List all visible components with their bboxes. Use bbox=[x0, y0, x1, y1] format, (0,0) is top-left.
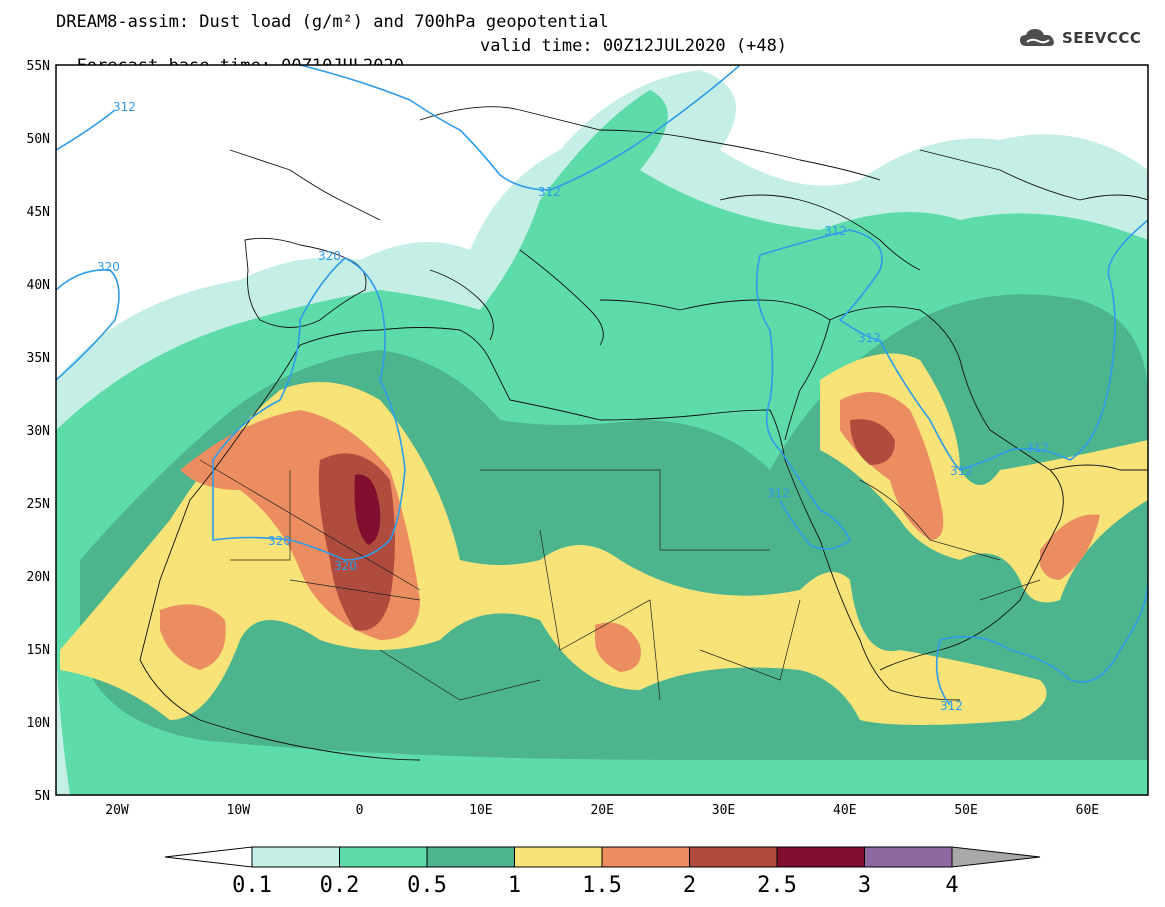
contour-312-arabian-sea bbox=[935, 579, 1148, 706]
longitude-label: 10E bbox=[469, 803, 492, 818]
colorbar-cell bbox=[864, 846, 953, 868]
longitude-label: 10W bbox=[227, 803, 251, 818]
latitude-labels: 55N 50N 45N 40N 35N 30N 25N 20N 15N 10N 5N bbox=[27, 59, 50, 804]
dust-band-1.5-arabia bbox=[1040, 514, 1100, 580]
colorbar-label: 1 bbox=[508, 873, 521, 898]
cloud-icon bbox=[1020, 29, 1054, 46]
colorbar-label: 3 bbox=[858, 873, 871, 898]
contour-320-africa bbox=[212, 257, 406, 561]
longitude-label: 40E bbox=[833, 803, 856, 818]
seevccc-logo: SEEVCCC bbox=[1018, 26, 1141, 50]
longitude-label: 30E bbox=[712, 803, 735, 818]
contour-label: 320 bbox=[334, 559, 357, 573]
contour-label: 312 bbox=[538, 185, 561, 199]
colorbar-cell bbox=[601, 846, 690, 868]
dust-band-1.5-west bbox=[160, 604, 226, 670]
colorbar-cell bbox=[426, 846, 515, 868]
contour-label: 320 bbox=[97, 260, 120, 274]
longitude-label: 20W bbox=[105, 803, 129, 818]
colorbar-label: 4 bbox=[945, 873, 958, 898]
latitude-label: 55N bbox=[27, 59, 50, 74]
latitude-label: 45N bbox=[27, 205, 50, 220]
contour-320-west bbox=[56, 269, 120, 381]
colorbar-cells bbox=[251, 846, 953, 868]
colorbar-cell bbox=[776, 846, 865, 868]
contour-label: 312 bbox=[1026, 441, 1049, 455]
latitude-label: 50N bbox=[27, 132, 50, 147]
contour-312-levant bbox=[755, 229, 883, 550]
colorbar-labels: 0.1 0.2 0.5 1 1.5 2 2.5 3 4 bbox=[232, 873, 959, 898]
contour-label: 320 bbox=[318, 249, 341, 263]
latitude-label: 5N bbox=[34, 789, 50, 804]
contour-label: 312 bbox=[113, 100, 136, 114]
longitude-label: 0 bbox=[356, 803, 364, 818]
colorbar-below-arrow bbox=[164, 846, 253, 868]
colorbar-label: 0.2 bbox=[320, 873, 360, 898]
colorbar-label: 1.5 bbox=[582, 873, 622, 898]
longitude-label: 60E bbox=[1076, 803, 1099, 818]
contour-312-gulf bbox=[879, 219, 1148, 471]
longitude-labels: 20W 10W 0 10E 20E 30E 40E 50E 60E bbox=[105, 803, 1099, 818]
colorbar-cell bbox=[339, 846, 428, 868]
colorbar-label: 0.5 bbox=[407, 873, 447, 898]
latitude-label: 15N bbox=[27, 643, 50, 658]
colorbar-cell bbox=[689, 846, 778, 868]
latitude-label: 20N bbox=[27, 570, 50, 585]
colorbar-cell bbox=[514, 846, 603, 868]
latitude-label: 40N bbox=[27, 278, 50, 293]
longitude-label: 50E bbox=[954, 803, 977, 818]
valid-time: valid time: 00Z12JUL2020 (+48) bbox=[480, 36, 788, 56]
coastlines bbox=[139, 106, 1148, 761]
map-title: DREAM8-assim: Dust load (g/m²) and 700hP… bbox=[56, 12, 609, 32]
contour-label: 312 bbox=[858, 331, 881, 345]
contour-label: 312 bbox=[940, 699, 963, 713]
dust-band-1.5-central bbox=[595, 622, 641, 672]
latitude-label: 10N bbox=[27, 716, 50, 731]
logo-text: SEEVCCC bbox=[1062, 29, 1142, 47]
latitude-label: 35N bbox=[27, 351, 50, 366]
contour-312-north bbox=[56, 65, 741, 191]
longitude-label: 20E bbox=[590, 803, 613, 818]
colorbar-cell bbox=[251, 846, 340, 868]
colorbar: 0.1 0.2 0.5 1 1.5 2 2.5 3 4 bbox=[164, 846, 1041, 898]
map-border bbox=[55, 64, 1149, 796]
dust-band-2.5 bbox=[354, 474, 381, 545]
dust-field bbox=[56, 70, 1148, 795]
colorbar-above-arrow bbox=[951, 846, 1041, 868]
contour-labels: 312 320 320 312 320 320 312 312 312 312 … bbox=[97, 100, 1049, 713]
colorbar-label: 2 bbox=[683, 873, 696, 898]
colorbar-label: 2.5 bbox=[757, 873, 797, 898]
latitude-label: 30N bbox=[27, 424, 50, 439]
latitude-label: 25N bbox=[27, 497, 50, 512]
contour-label: 312 bbox=[950, 464, 973, 478]
dust-band-2-east bbox=[850, 419, 895, 465]
contour-label: 320 bbox=[268, 534, 291, 548]
contour-label: 312 bbox=[767, 486, 790, 500]
contour-label: 312 bbox=[824, 224, 847, 238]
colorbar-label: 0.1 bbox=[232, 873, 272, 898]
geopotential-contours bbox=[56, 65, 1148, 706]
